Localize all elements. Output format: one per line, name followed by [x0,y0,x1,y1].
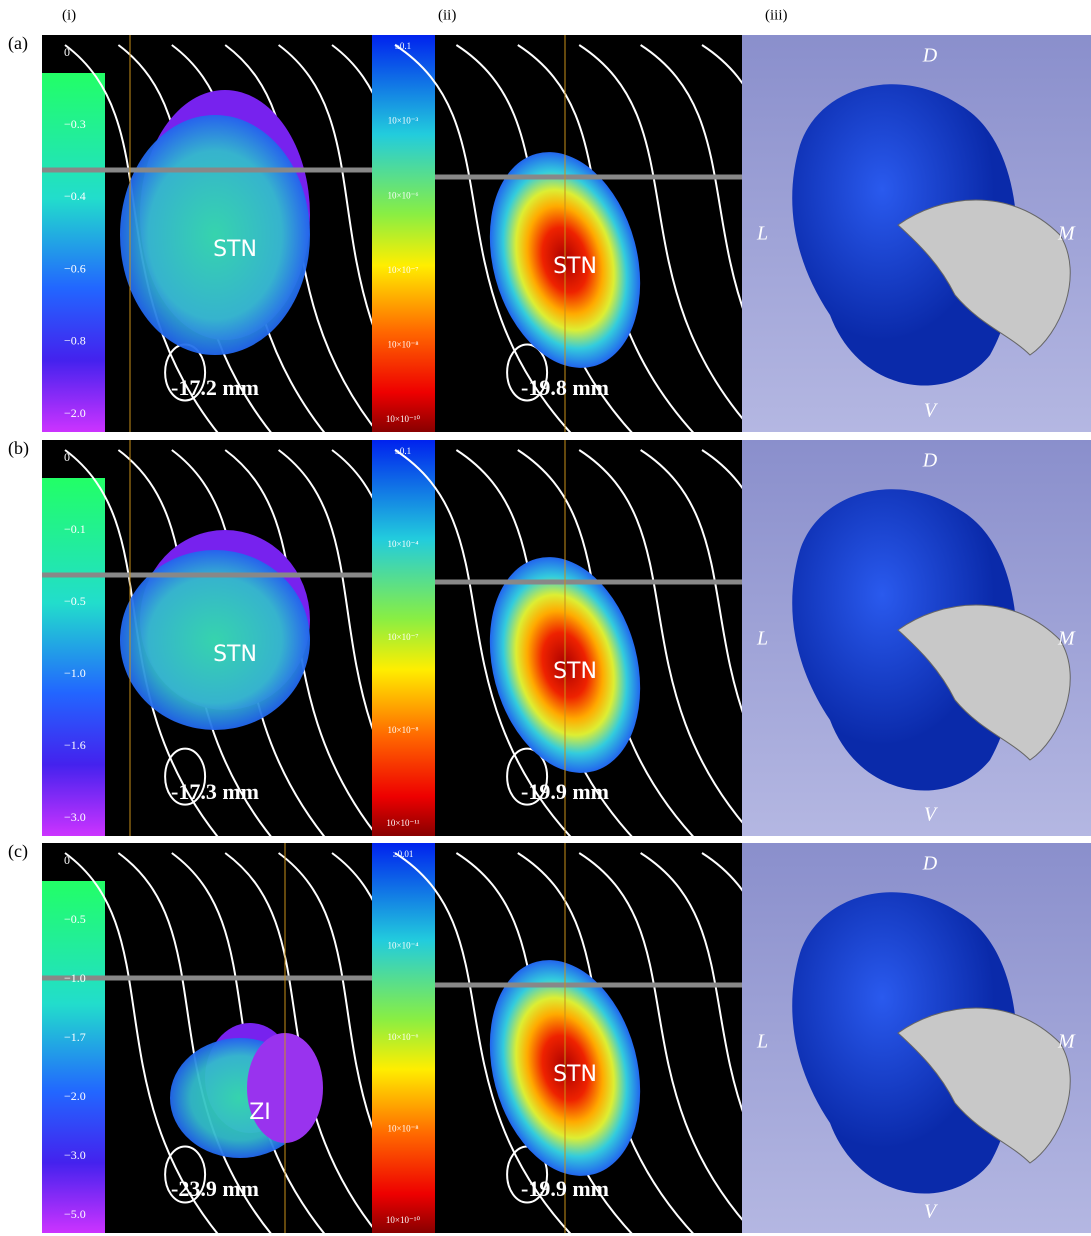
orientation-label: V [924,804,939,826]
nucleus-3d [792,489,1018,791]
colorbar-label: ≥0.1 [395,41,411,51]
depth-label: -19.8 mm [521,375,609,400]
orientation-label: M [1057,223,1076,245]
nucleus-3d [792,84,1018,386]
nucleus-3d [792,892,1018,1194]
colorbar-label: 10×10⁻⁸ [388,1124,419,1134]
contour-line [506,343,549,402]
depth-label: -19.9 mm [521,1176,609,1201]
orientation-label: V [924,1201,939,1223]
colorbar-label: −0.5 [64,912,86,926]
orientation-label: D [922,45,938,67]
colorbar [372,35,435,432]
colorbar-label: −0.5 [64,594,86,608]
colorbar-label: −0.1 [64,522,86,536]
colorbar-label: 10×10⁻⁸ [388,725,419,735]
colorbar-label: −3.0 [64,1148,86,1162]
contour-line [164,747,207,806]
region-label: STN [213,237,257,262]
colorbar-label: −0.8 [64,334,86,348]
contour-line [578,44,765,443]
region-label: STN [553,659,597,684]
tract-3d [897,199,1071,356]
depth-label: -19.9 mm [521,779,609,804]
contour-line [506,747,549,806]
orientation-label: L [756,1031,768,1053]
colorbar [42,881,105,1233]
colorbar-label: ≥0.1 [395,446,411,456]
colorbar-label: −1.6 [64,738,86,752]
contour-line [578,449,765,847]
colorbar [372,440,435,836]
contour-line [394,449,580,847]
region-label: STN [213,642,257,667]
colorbar [42,73,105,432]
colorbar-label: ≥0.01 [393,849,414,859]
colorbar-label: 0 [64,45,70,59]
colorbar-label: −1.0 [64,666,86,680]
colorbar-label: −2.0 [64,406,86,420]
orientation-label: M [1057,628,1076,650]
colorbar [372,843,435,1233]
region-label: ZI [249,1100,271,1125]
orientation-label: L [756,223,768,245]
colorbar-label: 10×10⁻⁶ [388,190,419,200]
colorbar-label: −2.0 [64,1089,86,1103]
column-label: (iii) [765,7,788,23]
colorbar-label: 10×10⁻⁴ [388,941,419,951]
orientation-label: V [924,400,939,422]
colorbar-label: 0 [64,853,70,867]
region-label: STN [553,1062,597,1087]
colorbar-label: 10×10⁻⁷ [388,632,419,642]
column-label: (i) [62,7,76,23]
contour-line [117,852,275,1236]
colorbar-label: −0.3 [64,117,86,131]
activation [120,550,310,730]
colorbar-label: 0 [64,450,70,464]
contour-line [64,852,221,1236]
contour-line [171,852,328,1236]
orientation-label: D [922,853,938,875]
colorbar-label: 10×10⁻⁸ [388,339,419,349]
contour-line [394,852,575,1236]
region-label: STN [553,254,597,279]
colorbar-label: −0.6 [64,261,86,275]
orientation-label: M [1057,1031,1076,1053]
tract-3d [897,604,1071,761]
contour-line [578,852,759,1236]
contour-line [164,1145,207,1204]
column-label: (ii) [438,7,456,23]
orientation-label: L [756,628,768,650]
contour-line [394,44,580,443]
colorbar-label: 10×10⁻⁷ [388,265,419,275]
colorbar-label: 10×10⁻¹⁰ [386,414,421,424]
colorbar-label: −3.0 [64,810,86,824]
colorbar-label: −0.4 [64,189,86,203]
depth-label: -23.9 mm [171,1176,259,1201]
colorbar-label: −1.0 [64,971,86,985]
depth-label: -17.2 mm [171,375,259,400]
depth-label: -17.3 mm [171,779,259,804]
colorbar-label: −5.0 [64,1207,86,1221]
row-label: (a) [8,33,28,54]
colorbar-label: 10×10⁻¹¹ [386,818,420,828]
row-label: (b) [8,438,29,459]
orientation-label: D [922,450,938,472]
colorbar [42,478,105,836]
colorbar-label: 10×10⁻¹⁰ [386,1215,421,1225]
tract-3d [897,1007,1071,1164]
activation [120,115,310,355]
row-label: (c) [8,841,28,862]
colorbar-label: 10×10⁻⁴ [388,539,419,549]
contour-line [224,852,382,1236]
colorbar-label: 10×10⁻³ [388,116,419,126]
colorbar-label: 10×10⁻⁶ [388,1032,419,1042]
colorbar-label: −1.7 [64,1030,86,1044]
